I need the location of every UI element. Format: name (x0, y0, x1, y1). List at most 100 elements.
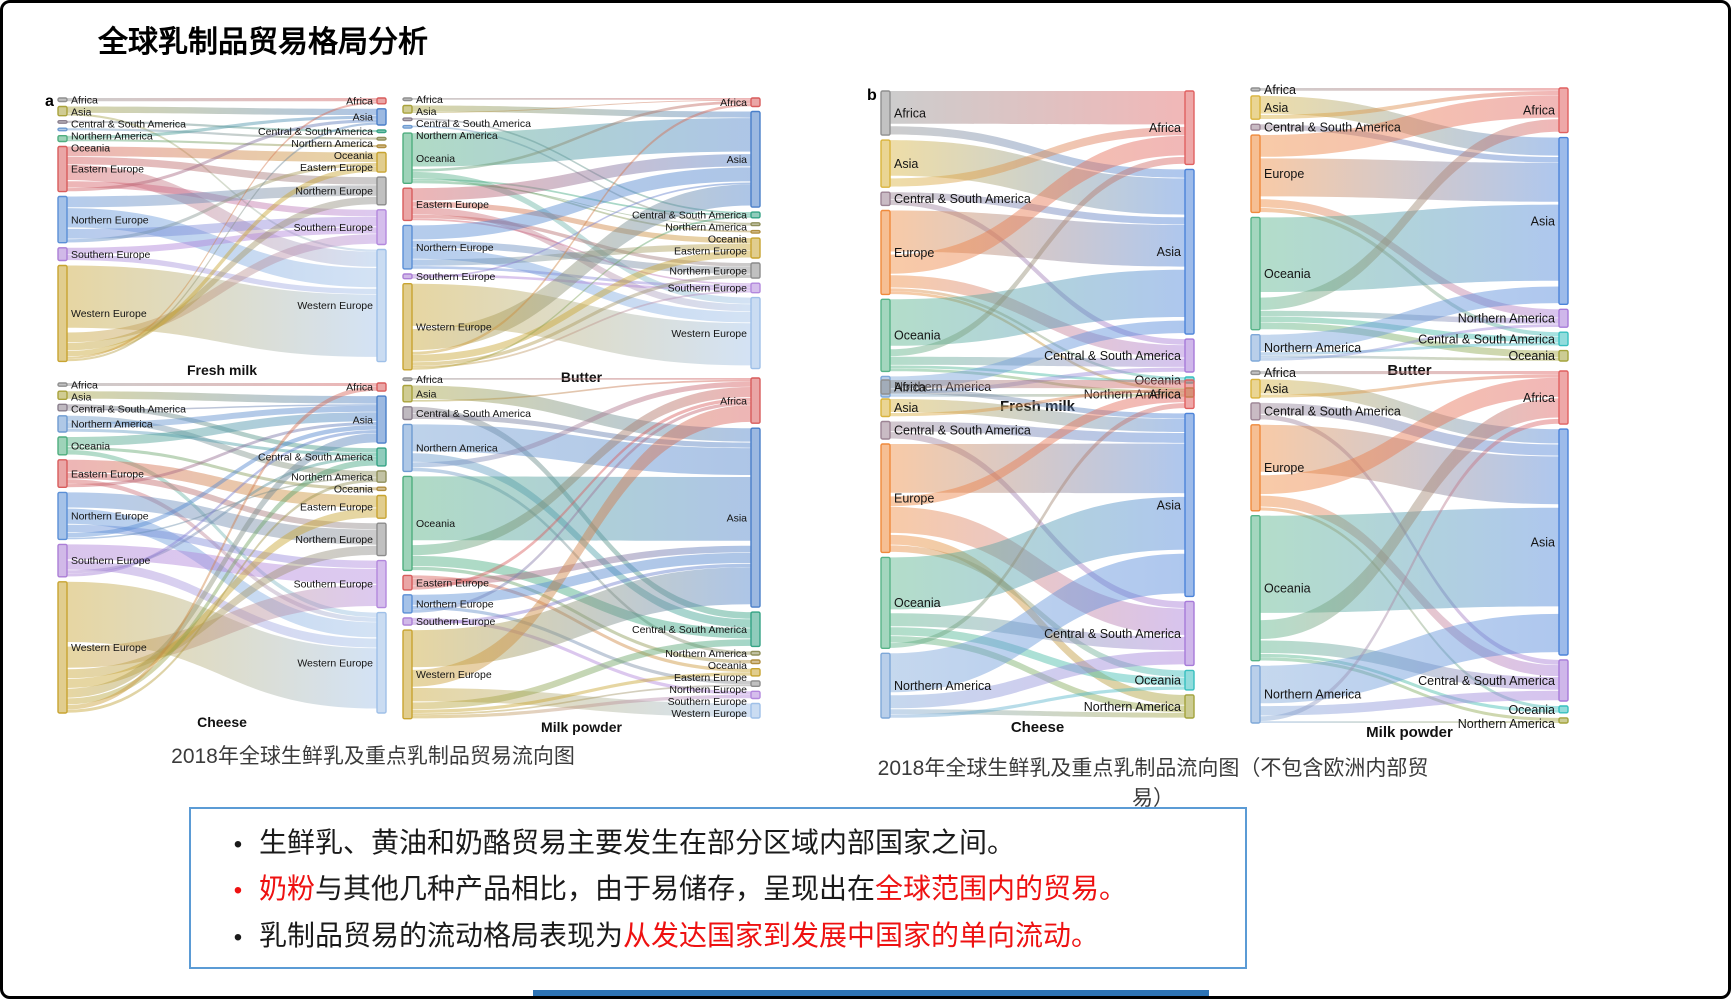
bullet-marker: • (233, 877, 243, 905)
bullet-item: • 奶粉与其他几种产品相比，由于易储存，呈现出在全球范围内的贸易。 (217, 871, 1219, 906)
sankey-flow (412, 639, 751, 710)
sankey-flow (890, 199, 1185, 345)
sankey-flow (67, 581, 377, 709)
sankey-node (880, 443, 891, 554)
node-label: Northern Europe (416, 242, 494, 254)
sankey-canvas-b-milk-powder: Africa Asia Central & South America Europe O… (1250, 366, 1569, 731)
sankey-flow (412, 387, 751, 556)
sankey-node (750, 110, 761, 208)
node-label: Southern Europe (668, 283, 748, 295)
node-label: Southern Europe (668, 696, 748, 708)
sankey-flow (67, 386, 377, 710)
sankey-node (57, 415, 68, 433)
node-label: Northern Europe (295, 534, 373, 546)
sankey-node (402, 384, 413, 403)
sankey-canvas-b-cheese: Africa Asia Central & South America Europe O… (880, 379, 1195, 719)
sankey-flow (412, 672, 751, 713)
sankey-flow (412, 250, 751, 362)
node-label: Central & South America (416, 408, 531, 420)
sankey-node (750, 377, 761, 424)
sankey-node (57, 390, 68, 401)
node-label: Asia (416, 106, 437, 118)
sankey-flow (890, 140, 1185, 215)
sankey-flow (412, 555, 751, 639)
node-label: Asia (1264, 101, 1288, 115)
sankey-node (1250, 87, 1261, 92)
caption-right: 2018年全球生鲜乳及重点乳制品流向图（不包含欧洲内部贸易） (877, 757, 1429, 810)
sankey-node (402, 574, 413, 591)
sankey-flow (67, 139, 377, 148)
sankey-node (880, 398, 891, 418)
sankey-flow (412, 684, 751, 715)
sankey-flow (412, 617, 751, 695)
sankey-node (402, 273, 413, 280)
sankey-node (376, 447, 387, 467)
sankey-node (57, 120, 68, 124)
sankey-node (57, 491, 68, 541)
sankey-flow (412, 171, 751, 304)
sankey-flow (412, 243, 751, 266)
sankey-node (402, 187, 413, 222)
sankey-node (376, 494, 387, 519)
node-label: Western Europe (71, 308, 147, 320)
node-label: Africa (346, 382, 373, 394)
sankey-node (750, 237, 761, 259)
sankey-flow (67, 115, 377, 139)
sankey-node (1250, 378, 1261, 399)
sankey-node (402, 617, 413, 626)
key-points-list: • 生鲜乳、黄油和奶酪贸易主要发生在部分区域内部国家之间。 • 奶粉与其他几种产品相比… (217, 819, 1219, 959)
sankey-node (1184, 669, 1195, 691)
node-label: Southern Europe (294, 579, 374, 591)
sankey-flow (890, 135, 1185, 274)
sankey-flow (412, 401, 751, 613)
sankey-flow (412, 167, 751, 240)
sankey-flow (412, 688, 751, 717)
sankey-node (1558, 349, 1569, 362)
node-label: Central & South America (894, 192, 1031, 206)
bullet-text: 乳制品贸易的流动格局表现为从发达国家到发展中国家的单向流动。 (259, 920, 1100, 952)
node-label: Asia (1531, 214, 1555, 228)
node-label: Central & South America (416, 118, 531, 130)
node-label: Western Europe (297, 300, 373, 312)
node-label: Oceania (416, 153, 455, 165)
sankey-node (376, 470, 387, 483)
sankey-flow (412, 545, 751, 586)
sankey-flow (1260, 91, 1559, 119)
sankey-node (402, 282, 413, 371)
node-label: Asia (71, 391, 92, 403)
sankey-flow (412, 182, 751, 279)
node-label: Northern America (291, 471, 373, 483)
sankey-flow (412, 248, 751, 323)
sankey-node (1558, 705, 1569, 714)
sankey-node (1250, 95, 1261, 120)
node-label: Africa (416, 374, 443, 386)
sankey-a-fresh-milk: Africa Asia Central & South America Norther… (57, 94, 387, 378)
sankey-node (1250, 402, 1261, 421)
sankey-flow (1260, 342, 1559, 355)
sankey-flow (890, 651, 1185, 709)
sankey-b-butter: Africa Asia Central & South America Europe O… (1250, 83, 1569, 379)
sankey-flow (67, 265, 377, 357)
sankey-node (750, 282, 761, 294)
sankey-node (376, 248, 387, 363)
sankey-node (880, 420, 891, 440)
sankey-flow (890, 288, 1185, 380)
node-label: Central & South America (1418, 674, 1555, 688)
node-label: Northern America (1458, 312, 1555, 326)
sankey-node (376, 151, 387, 173)
node-label: Northern Europe (669, 265, 747, 277)
node-label: Africa (894, 380, 926, 394)
node-label: Northern America (1458, 717, 1555, 731)
sankey-flow (1260, 374, 1559, 398)
node-label: Central & South America (632, 624, 747, 636)
sankey-node (402, 224, 413, 270)
node-label: Europe (894, 492, 934, 506)
sankey-flow (1260, 95, 1559, 157)
node-label: Northern America (665, 222, 747, 234)
sankey-node (750, 690, 761, 700)
bullet-text: 生鲜乳、黄油和奶酪贸易主要发生在部分区域内部国家之间。 (259, 826, 1016, 858)
node-label: Asia (353, 112, 374, 124)
node-label: Africa (71, 94, 98, 106)
